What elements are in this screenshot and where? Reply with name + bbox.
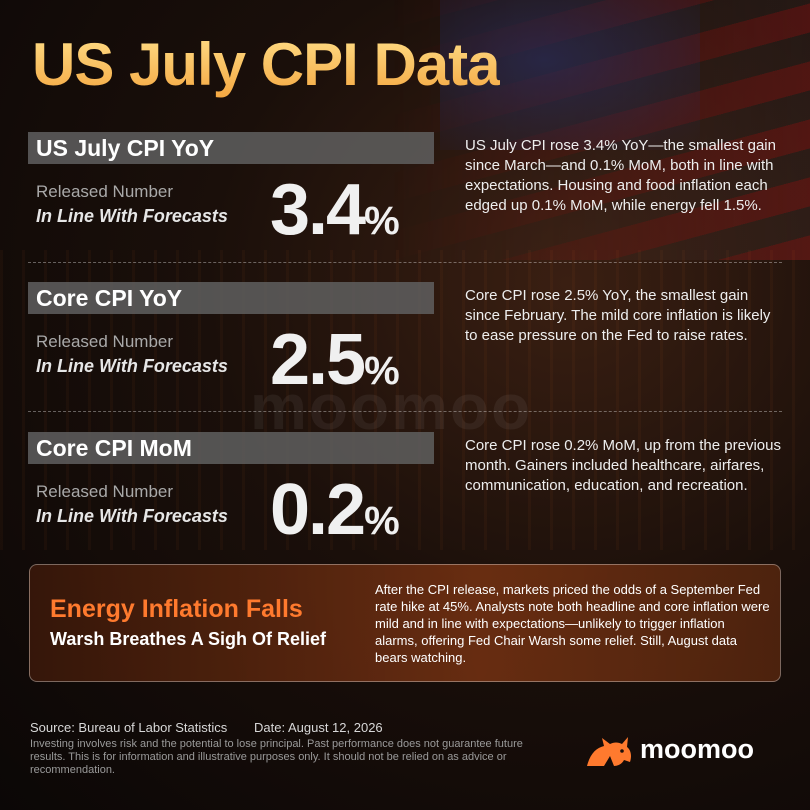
brand-watermark: moomoo — [250, 371, 533, 443]
value-unit: % — [364, 199, 400, 243]
page-title: US July CPI Data — [32, 31, 500, 98]
value-number: 2.5 — [270, 320, 366, 400]
value-number: 0.2 — [270, 470, 366, 550]
released-label: Released Number — [36, 332, 174, 351]
released-value: 0.2% — [270, 474, 400, 557]
section-description: Core CPI rose 0.2% MoM, up from the prev… — [465, 437, 781, 494]
source-label: Source: Bureau of Labor Statistics — [30, 720, 228, 735]
forecast-label: In Line With Forecasts — [36, 506, 228, 526]
value-unit: % — [364, 349, 400, 393]
moomoo-bull-icon — [587, 737, 631, 766]
callout-title: Energy Inflation Falls — [50, 595, 303, 623]
section-divider — [28, 262, 782, 263]
section-header: Core CPI YoY — [28, 282, 434, 314]
section-header: Core CPI MoM — [28, 432, 434, 464]
section-header: US July CPI YoY — [28, 132, 434, 164]
value-unit: % — [364, 499, 400, 543]
released-value: 3.4% — [270, 174, 400, 257]
callout-text: After the CPI release, markets priced th… — [375, 582, 770, 665]
us-flag-stars-background — [440, 0, 700, 150]
forecast-label: In Line With Forecasts — [36, 356, 228, 376]
released-label: Released Number — [36, 482, 174, 501]
section-description: Core CPI rose 2.5% YoY, the smallest gai… — [465, 287, 771, 344]
date-label: Date: August 12, 2026 — [254, 720, 383, 735]
callout-subtitle: Warsh Breathes A Sigh Of Relief — [50, 629, 327, 649]
core-cpi-mom-section: Core CPI MoM Released Number In Line Wit… — [28, 432, 788, 546]
released-value: 2.5% — [270, 324, 400, 407]
forecast-label: In Line With Forecasts — [36, 206, 228, 226]
core-cpi-yoy-section: Core CPI YoY Released Number In Line Wit… — [28, 282, 788, 396]
brand-name: moomoo — [640, 734, 754, 764]
value-number: 3.4 — [270, 170, 366, 250]
released-label: Released Number — [36, 182, 174, 201]
section-divider — [28, 411, 782, 412]
disclaimer-text: Investing involves risk and the potentia… — [30, 738, 523, 776]
energy-inflation-callout: Energy Inflation Falls Warsh Breathes A … — [29, 564, 781, 682]
moomoo-logo: moomoo — [584, 732, 784, 772]
section-description: US July CPI rose 3.4% YoY—the smallest g… — [465, 137, 776, 214]
cpi-yoy-section: US July CPI YoY Released Number In Line … — [28, 132, 788, 246]
